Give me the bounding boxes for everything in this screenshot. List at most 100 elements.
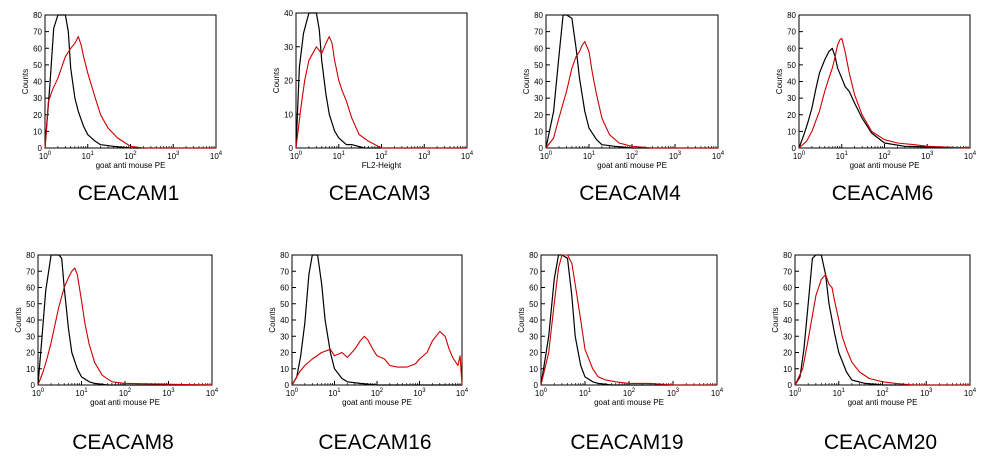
y-tick-label: 70 bbox=[534, 28, 543, 37]
x-tick-label: 102 bbox=[623, 388, 636, 398]
x-tick-label: 104 bbox=[964, 388, 977, 398]
stained-histogram-line bbox=[37, 267, 213, 386]
panel-title: CEACAM1 bbox=[78, 182, 180, 205]
y-tick-label: 40 bbox=[284, 9, 293, 18]
plot-frame bbox=[291, 254, 463, 386]
y-tick-label: 70 bbox=[26, 267, 35, 276]
x-tick-label: 102 bbox=[375, 151, 388, 161]
y-tick-label: 30 bbox=[787, 94, 796, 103]
y-tick-label: 60 bbox=[787, 44, 796, 53]
y-tick-label: 40 bbox=[529, 316, 538, 325]
x-axis-label: goat anti mouse PE bbox=[850, 161, 920, 170]
y-tick-label: 10 bbox=[280, 365, 289, 374]
x-tick-label: 101 bbox=[75, 388, 88, 398]
stained-histogram-line bbox=[44, 36, 216, 149]
x-tick-label: 104 bbox=[712, 151, 725, 161]
stained-histogram-line bbox=[295, 36, 467, 149]
stained-histogram-line bbox=[794, 273, 970, 386]
x-tick-label: 101 bbox=[82, 151, 95, 161]
histogram-panel: 0 10 20 30 40 50 60 70 80 100 101 102 103 104 goat ant… bbox=[771, 251, 977, 454]
y-tick-label: 60 bbox=[783, 284, 792, 293]
y-tick-label: 50 bbox=[26, 300, 35, 309]
histogram-panel: 0 10 20 30 40 50 60 70 80 100 101 102 103 104 goat ant… bbox=[522, 11, 725, 205]
y-tick-label: 0 bbox=[38, 144, 43, 153]
x-tick-label: 102 bbox=[878, 151, 891, 161]
x-tick-label: 100 bbox=[32, 388, 45, 398]
y-tick-label: 10 bbox=[534, 127, 543, 136]
x-tick-label: 104 bbox=[461, 151, 474, 161]
y-tick-label: 0 bbox=[788, 381, 793, 390]
x-tick-label: 101 bbox=[833, 388, 846, 398]
y-tick-label: 20 bbox=[529, 349, 538, 358]
y-tick-label: 20 bbox=[783, 349, 792, 358]
y-tick-label: 10 bbox=[529, 365, 538, 374]
x-tick-label: 100 bbox=[789, 388, 802, 398]
y-tick-label: 60 bbox=[33, 44, 42, 53]
x-tick-label: 104 bbox=[210, 151, 223, 161]
stained-histogram-line bbox=[291, 330, 463, 386]
x-tick-label: 100 bbox=[286, 388, 299, 398]
y-tick-label: 70 bbox=[529, 267, 538, 276]
y-axis-label: Counts bbox=[14, 307, 23, 332]
y-tick-label: 80 bbox=[783, 251, 792, 260]
y-tick-label: 60 bbox=[534, 44, 543, 53]
x-tick-label: 103 bbox=[413, 388, 426, 398]
panel-title: CEACAM6 bbox=[832, 182, 934, 205]
y-tick-label: 30 bbox=[33, 94, 42, 103]
y-tick-label: 40 bbox=[787, 78, 796, 87]
y-tick-label: 20 bbox=[26, 349, 35, 358]
y-axis-label: Counts bbox=[771, 307, 780, 332]
y-axis-label: Counts bbox=[522, 69, 531, 94]
x-tick-label: 104 bbox=[456, 388, 469, 398]
y-tick-label: 20 bbox=[534, 111, 543, 120]
y-tick-label: 70 bbox=[33, 28, 42, 37]
y-tick-label: 0 bbox=[285, 381, 290, 390]
control-histogram-line bbox=[794, 254, 970, 386]
plot-frame bbox=[545, 14, 719, 149]
y-tick-label: 80 bbox=[26, 251, 35, 260]
x-axis-label: goat anti mouse PE bbox=[342, 398, 412, 407]
y-tick-label: 50 bbox=[783, 300, 792, 309]
y-tick-label: 80 bbox=[33, 11, 42, 20]
plot-frame bbox=[794, 254, 971, 386]
y-tick-label: 50 bbox=[33, 61, 42, 70]
y-tick-label: 20 bbox=[284, 77, 293, 86]
x-tick-label: 104 bbox=[964, 151, 977, 161]
y-tick-label: 0 bbox=[539, 144, 544, 153]
plot-frame bbox=[37, 254, 213, 386]
y-tick-label: 80 bbox=[280, 251, 289, 260]
control-histogram-line bbox=[295, 12, 467, 149]
y-tick-label: 40 bbox=[280, 316, 289, 325]
x-tick-label: 100 bbox=[290, 151, 303, 161]
plot-frame bbox=[540, 254, 718, 386]
x-axis-label: goat anti mouse PE bbox=[848, 398, 918, 407]
y-axis-label: Counts bbox=[272, 68, 281, 93]
y-tick-label: 0 bbox=[289, 144, 294, 153]
y-tick-label: 30 bbox=[26, 332, 35, 341]
y-tick-label: 50 bbox=[529, 300, 538, 309]
x-tick-label: 102 bbox=[371, 388, 384, 398]
x-tick-label: 103 bbox=[418, 151, 431, 161]
control-histogram-line bbox=[44, 14, 216, 149]
x-tick-label: 104 bbox=[206, 388, 219, 398]
plot-frame bbox=[798, 14, 971, 149]
x-tick-label: 101 bbox=[836, 151, 849, 161]
y-tick-label: 30 bbox=[534, 94, 543, 103]
x-tick-label: 103 bbox=[669, 151, 682, 161]
x-tick-label: 100 bbox=[535, 388, 548, 398]
panel-title: CEACAM4 bbox=[579, 182, 681, 205]
x-tick-label: 100 bbox=[540, 151, 553, 161]
histogram-panel: 0 10 20 30 40 50 60 70 80 100 101 102 103 104 goat ant… bbox=[14, 251, 219, 454]
y-tick-label: 30 bbox=[783, 332, 792, 341]
panel-title: CEACAM20 bbox=[824, 431, 937, 454]
y-tick-label: 80 bbox=[534, 11, 543, 20]
histogram-panel: 0 10 20 30 40 50 60 70 80 100 101 102 103 104 goat ant… bbox=[268, 251, 469, 454]
x-tick-label: 104 bbox=[711, 388, 724, 398]
y-axis-label: Counts bbox=[21, 69, 30, 94]
y-axis-label: Counts bbox=[268, 307, 277, 332]
stained-histogram-line bbox=[798, 37, 971, 149]
y-tick-label: 80 bbox=[787, 11, 796, 20]
y-tick-label: 30 bbox=[280, 332, 289, 341]
y-tick-label: 40 bbox=[534, 78, 543, 87]
